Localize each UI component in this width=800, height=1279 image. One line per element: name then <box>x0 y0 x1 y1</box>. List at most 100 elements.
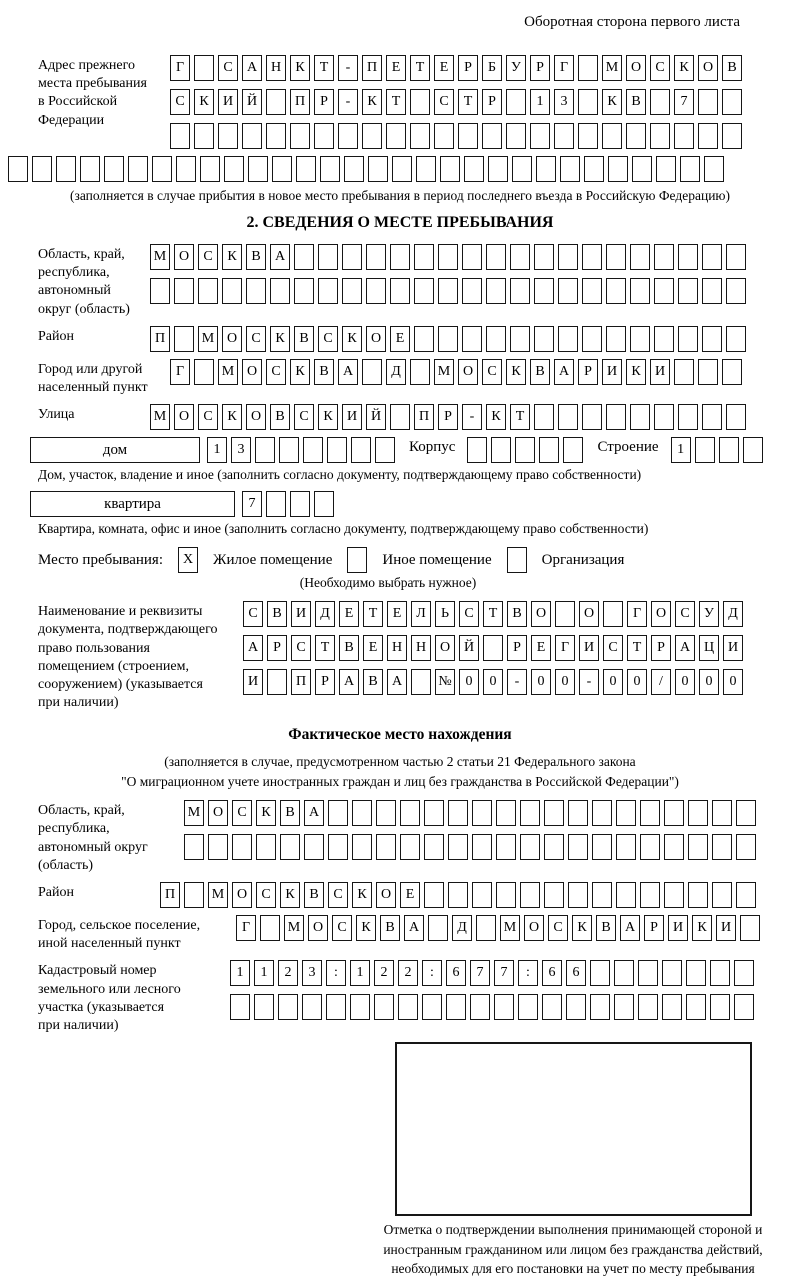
char-cell[interactable]: К <box>342 325 362 352</box>
char-cell[interactable]: - <box>338 89 358 115</box>
char-cell[interactable] <box>568 834 588 861</box>
char-cell[interactable]: П <box>160 882 180 908</box>
char-cell[interactable]: Й <box>366 404 386 431</box>
char-cell[interactable]: С <box>650 55 670 81</box>
char-cell[interactable]: С <box>548 915 568 941</box>
char-cell[interactable] <box>8 156 28 182</box>
char-cell[interactable] <box>400 800 420 827</box>
char-cell[interactable] <box>702 404 722 431</box>
char-cell[interactable]: О <box>308 915 328 941</box>
char-cell[interactable] <box>446 994 466 1021</box>
char-cell[interactable]: О <box>376 882 396 908</box>
char-cell[interactable] <box>296 156 316 182</box>
char-cell[interactable] <box>608 156 628 182</box>
char-cell[interactable]: М <box>602 55 622 81</box>
char-cell[interactable] <box>726 325 746 352</box>
char-cell[interactable]: : <box>422 960 442 987</box>
char-cell[interactable]: П <box>290 89 310 115</box>
char-cell[interactable]: Ц <box>699 635 719 662</box>
char-cell[interactable]: С <box>243 601 263 628</box>
char-cell[interactable] <box>542 994 562 1021</box>
char-cell[interactable]: Г <box>627 601 647 628</box>
char-cell[interactable] <box>56 156 76 182</box>
char-cell[interactable] <box>230 994 250 1021</box>
char-cell[interactable] <box>582 404 602 431</box>
char-cell[interactable] <box>544 882 564 908</box>
char-cell[interactable] <box>650 89 670 115</box>
char-cell[interactable]: О <box>579 601 599 628</box>
char-cell[interactable]: И <box>723 635 743 662</box>
char-cell[interactable]: К <box>194 89 214 115</box>
char-cell[interactable] <box>260 915 280 941</box>
char-cell[interactable]: С <box>170 89 190 115</box>
char-cell[interactable]: Е <box>390 325 410 352</box>
char-cell[interactable] <box>674 123 694 149</box>
char-cell[interactable]: В <box>722 55 742 81</box>
char-cell[interactable]: И <box>579 635 599 662</box>
char-cell[interactable] <box>686 994 706 1021</box>
char-cell[interactable] <box>472 882 492 908</box>
char-cell[interactable]: 0 <box>627 669 647 696</box>
char-cell[interactable]: Д <box>723 601 743 628</box>
char-cell[interactable]: Е <box>531 635 551 662</box>
char-cell[interactable] <box>280 834 300 861</box>
char-cell[interactable] <box>654 244 674 270</box>
char-cell[interactable] <box>150 278 170 304</box>
char-cell[interactable]: Н <box>266 55 286 81</box>
char-cell[interactable] <box>198 278 218 304</box>
char-cell[interactable] <box>362 358 382 385</box>
char-cell[interactable] <box>411 669 431 696</box>
char-cell[interactable]: 6 <box>542 960 562 987</box>
char-cell[interactable] <box>184 834 204 861</box>
char-cell[interactable] <box>314 491 334 518</box>
char-cell[interactable]: К <box>486 404 506 431</box>
char-cell[interactable]: Ь <box>435 601 455 628</box>
char-cell[interactable] <box>270 278 290 304</box>
char-cell[interactable]: У <box>699 601 719 628</box>
char-cell[interactable]: : <box>518 960 538 987</box>
char-cell[interactable]: А <box>554 358 574 385</box>
char-cell[interactable] <box>303 437 323 464</box>
char-cell[interactable]: С <box>332 915 352 941</box>
char-cell[interactable] <box>510 278 530 304</box>
char-cell[interactable]: 0 <box>555 669 575 696</box>
char-cell[interactable]: В <box>270 404 290 431</box>
char-cell[interactable] <box>592 834 612 861</box>
char-cell[interactable] <box>448 800 468 827</box>
char-cell[interactable]: О <box>651 601 671 628</box>
char-cell[interactable] <box>279 437 299 464</box>
char-cell[interactable] <box>222 278 242 304</box>
char-cell[interactable] <box>486 244 506 270</box>
char-cell[interactable] <box>392 156 412 182</box>
char-cell[interactable] <box>294 278 314 304</box>
char-cell[interactable] <box>558 325 578 352</box>
char-cell[interactable]: К <box>602 89 622 115</box>
char-cell[interactable] <box>344 156 364 182</box>
char-cell[interactable]: Т <box>386 89 406 115</box>
char-cell[interactable] <box>520 800 540 827</box>
char-cell[interactable] <box>448 882 468 908</box>
char-cell[interactable]: М <box>284 915 304 941</box>
char-cell[interactable] <box>539 437 560 464</box>
char-cell[interactable] <box>462 244 482 270</box>
char-cell[interactable] <box>434 123 454 149</box>
char-cell[interactable]: Б <box>482 55 502 81</box>
char-cell[interactable] <box>318 244 338 270</box>
char-cell[interactable] <box>506 89 526 115</box>
char-cell[interactable] <box>400 834 420 861</box>
char-cell[interactable] <box>520 834 540 861</box>
char-cell[interactable]: Р <box>644 915 664 941</box>
char-cell[interactable]: С <box>232 800 252 827</box>
char-cell[interactable] <box>664 800 684 827</box>
char-cell[interactable]: М <box>150 404 170 431</box>
char-cell[interactable]: 1 <box>254 960 274 987</box>
char-cell[interactable]: В <box>314 358 334 385</box>
char-cell[interactable]: А <box>304 800 324 827</box>
char-cell[interactable]: Р <box>651 635 671 662</box>
char-cell[interactable]: X <box>178 547 198 574</box>
char-cell[interactable]: Т <box>510 404 530 431</box>
char-cell[interactable] <box>606 244 626 270</box>
char-cell[interactable]: Е <box>434 55 454 81</box>
char-cell[interactable] <box>483 635 503 662</box>
char-cell[interactable] <box>194 358 214 385</box>
